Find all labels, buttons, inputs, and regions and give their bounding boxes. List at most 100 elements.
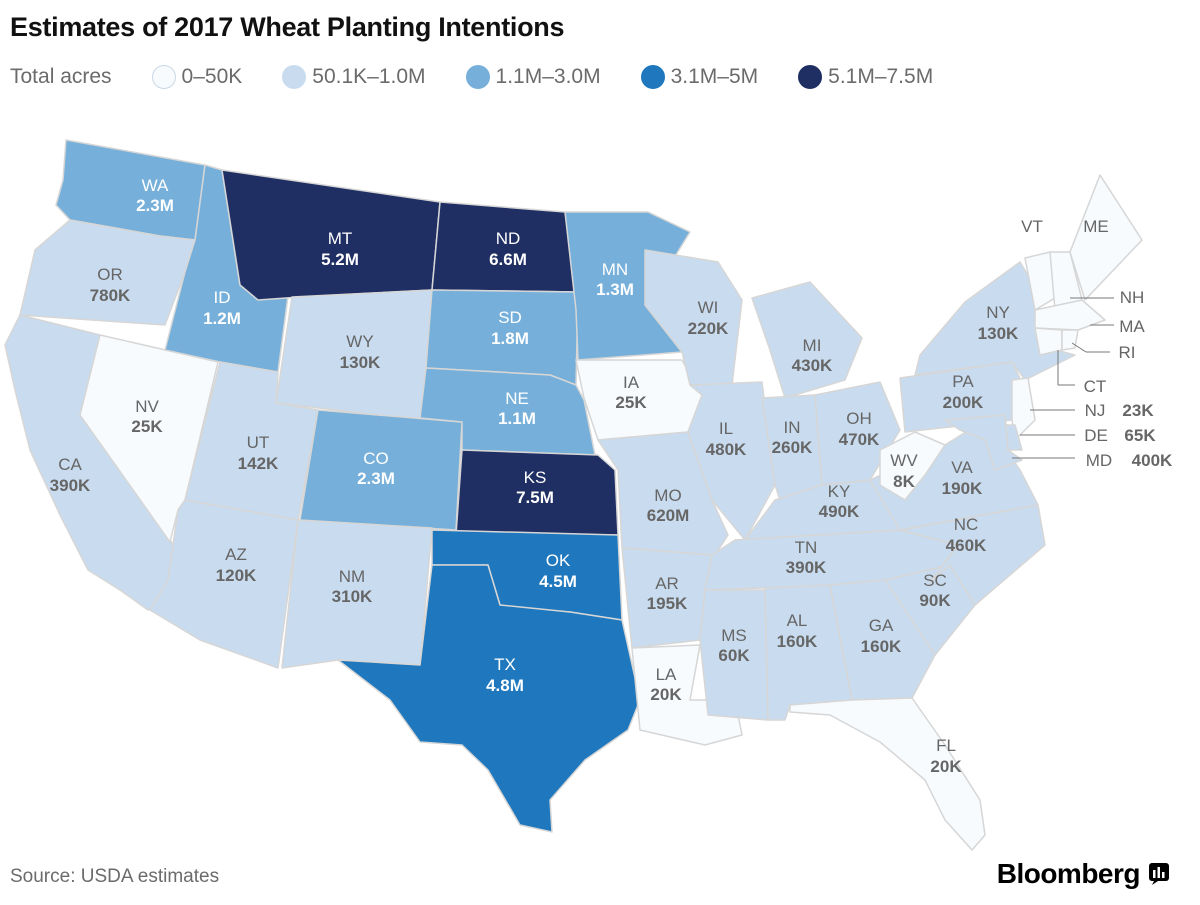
state-name: LA (656, 665, 677, 684)
state-name: RI (1119, 343, 1136, 362)
state-md[interactable] (944, 414, 1023, 471)
state-value: 60K (718, 646, 750, 665)
state-value: 65K (1124, 426, 1156, 445)
state-value: 260K (772, 438, 813, 457)
state-name: VT (1021, 217, 1043, 236)
label-md: MD 400K (1012, 451, 1173, 470)
label-co: CO2.3M (357, 449, 395, 488)
state-value: 120K (216, 566, 257, 585)
state-or[interactable] (19, 219, 196, 326)
state-value: 620M (647, 506, 690, 525)
label-nd: ND 6.6M (489, 229, 527, 269)
state-value: 400K (1132, 451, 1173, 470)
state-ms[interactable] (699, 589, 769, 721)
state-name: MS (721, 626, 747, 645)
state-value: 8K (893, 472, 915, 491)
state-value: 2.3M (357, 469, 395, 488)
state-name: SC (923, 571, 947, 590)
state-name: FL (936, 736, 956, 755)
state-name: WV (890, 451, 918, 470)
state-ga[interactable] (829, 579, 936, 701)
label-mt: MT 5.2M (321, 229, 359, 269)
state-value: 390K (50, 476, 91, 495)
state-name: SD (498, 308, 522, 327)
state-value: 20K (930, 757, 962, 776)
label-wv: WV 8K (890, 451, 918, 491)
label-nc: NC 460K (946, 515, 987, 555)
state-value: 130K (340, 353, 381, 372)
state-name: IL (719, 419, 733, 438)
legend-swatch (282, 65, 307, 89)
state-value: 142K (238, 454, 279, 473)
state-me[interactable] (1069, 174, 1143, 301)
legend-item-0: 0–50K (151, 65, 242, 89)
label-ny: NY 130K (978, 303, 1019, 343)
label-al: AL 160K (777, 611, 818, 651)
label-az: AZ 120K (216, 545, 257, 585)
state-value: 430K (792, 356, 833, 375)
state-name: KY (828, 482, 851, 501)
state-name: UT (247, 433, 270, 452)
state-ri[interactable] (1061, 329, 1079, 351)
label-oh: OH 470K (839, 409, 880, 449)
state-name: KS (524, 468, 547, 487)
label-tx: TX 4.8M (486, 655, 524, 695)
label-il: IL 480K (706, 419, 747, 459)
state-name: WA (142, 176, 169, 195)
state-value: 130K (978, 324, 1019, 343)
state-name: WI (698, 298, 719, 317)
label-ct: CT (1057, 350, 1107, 396)
state-value: 190K (942, 479, 983, 498)
state-name: GA (869, 616, 894, 635)
state-ny[interactable] (914, 261, 1076, 381)
label-ut: UT 142K (238, 433, 279, 473)
state-nj[interactable] (1011, 377, 1036, 441)
state-tx[interactable] (337, 564, 641, 833)
state-value: 1.1M (498, 409, 536, 428)
state-ks[interactable] (455, 449, 619, 536)
state-nc[interactable] (899, 504, 1046, 606)
state-value: 7.5M (516, 488, 554, 507)
state-value: 4.5M (539, 572, 577, 591)
label-ga: GA 160K (861, 616, 902, 656)
label-ne: NE1.1M (498, 389, 536, 428)
state-wv[interactable] (879, 431, 946, 501)
state-value: 4.8M (486, 676, 524, 695)
state-value: 390K (786, 558, 827, 577)
label-va: VA 190K (942, 458, 983, 498)
state-name: MO (654, 486, 681, 505)
label-wy: WY 130K (340, 332, 381, 372)
legend-swatch (640, 65, 665, 89)
state-mi[interactable] (751, 281, 863, 399)
brand-name: Bloomberg (996, 858, 1141, 889)
state-value: 1.2M (203, 309, 241, 328)
state-name: PA (952, 372, 974, 391)
brand-logo: Bloomberg (997, 858, 1170, 890)
legend-swatch (798, 65, 823, 89)
legend-item-label: 3.1M–5M (670, 65, 759, 88)
source-note: Source: USDA estimates (10, 866, 220, 887)
state-value: 1.8M (491, 329, 529, 348)
state-name: TN (795, 538, 818, 557)
state-value: 490K (819, 502, 860, 521)
state-fl[interactable] (789, 697, 986, 851)
bloomberg-terminal-icon (1149, 863, 1169, 885)
state-name: CT (1084, 377, 1107, 396)
label-or: OR 780K (90, 265, 131, 305)
state-name: MI (803, 336, 822, 355)
state-value: 25K (615, 393, 647, 412)
legend-item-2: 1.1M–3.0M (465, 65, 601, 89)
state-value: 5.2M (321, 250, 359, 269)
legend-item-label: 5.1M–7.5M (828, 65, 934, 88)
state-name: IN (784, 418, 801, 437)
label-nj: NJ 23K (1030, 401, 1154, 420)
label-ok: OK 4.5M (539, 551, 577, 591)
state-value: 160K (861, 637, 902, 656)
